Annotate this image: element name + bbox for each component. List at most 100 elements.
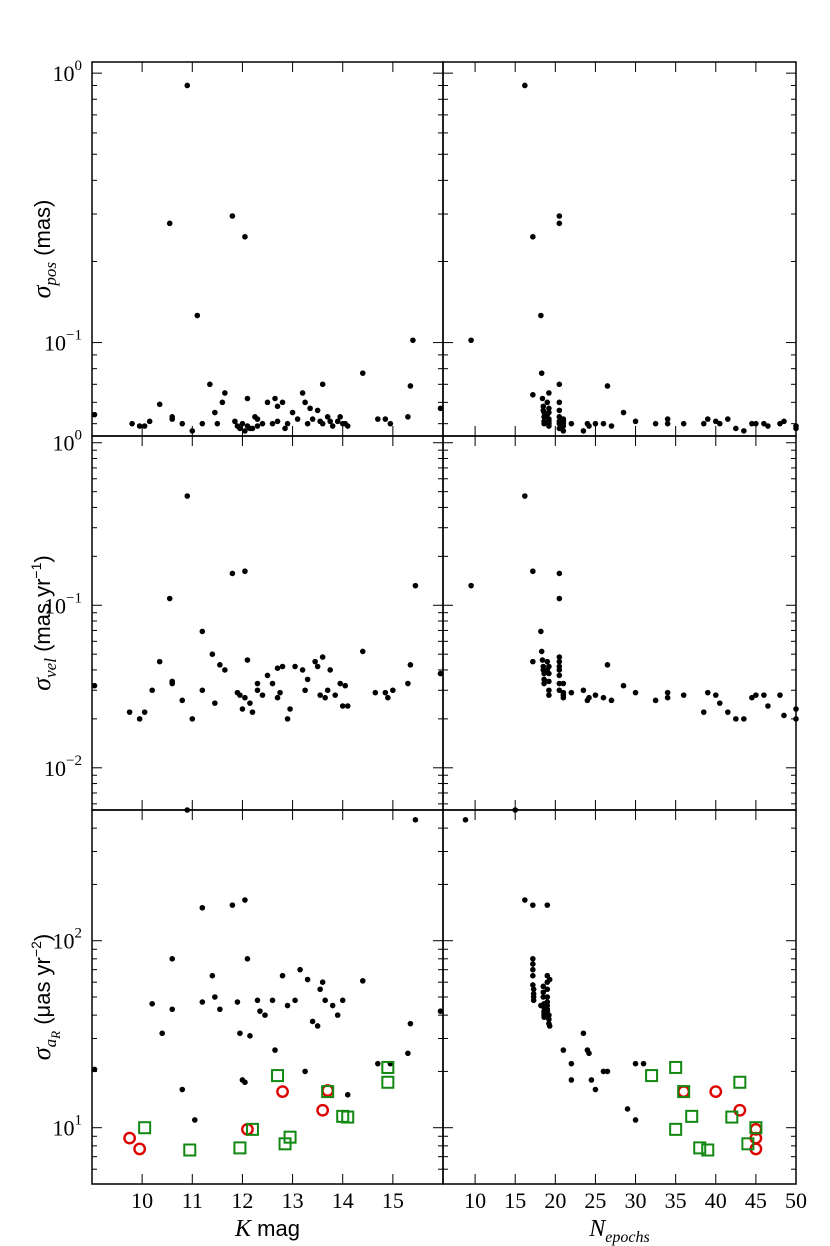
data-point [199,628,206,635]
data-point [284,1002,291,1009]
panel-pos_vs_kmag: 100 10−1 σpos (mas) [27,58,444,437]
data-point-circle [733,1103,747,1117]
data-point [334,1012,341,1018]
data-point-square [283,1130,297,1144]
data-point [136,716,143,722]
series-open-circle [677,1085,763,1156]
data-point [199,420,206,427]
data-point [382,416,389,422]
data-point [700,709,707,715]
data-point [344,423,351,429]
x-tick-label: 15 [504,1188,526,1213]
data-point [277,689,283,696]
x-tick-label: 25 [584,1188,606,1213]
data-point [407,1020,414,1027]
data-point [556,381,563,388]
data-point [247,1033,253,1039]
data-point [556,213,563,219]
panel-vel_vs_kmag: 100 10−1 10−2 σvel (mas yr−1) [27,428,444,811]
data-point [239,420,246,427]
data-point [169,1006,176,1013]
y-axis-label: σvel (mas yr−1) [27,555,60,690]
data-point [309,1018,316,1025]
data-point [274,665,281,672]
data-point [189,428,196,434]
data-point [232,418,238,425]
data-point [733,716,739,722]
data-point [279,972,286,979]
data-point [600,420,607,427]
data-point [546,1016,552,1023]
data-point-square [725,1110,739,1124]
data-point [580,687,587,694]
data-point [741,716,747,722]
data-point [319,654,326,660]
data-point [716,700,723,706]
series-open-square [645,1060,763,1157]
data-point [372,689,379,696]
data-point [640,1060,647,1067]
data-point [793,425,799,432]
data-point [272,1047,278,1053]
data-point [530,956,536,962]
data-point [217,662,223,668]
data-point [538,312,544,319]
data-point [222,667,228,673]
data-point-square [693,1141,707,1155]
x-tick-label: 45 [745,1188,767,1213]
data-point [314,663,321,670]
data-point [556,399,563,406]
data-point [749,694,755,701]
data-point [556,220,563,227]
data-point [704,689,711,696]
data-point [264,672,271,679]
data-point [624,1106,631,1112]
data-point [199,687,206,694]
data-point [540,994,547,1000]
data-point-circle [709,1085,723,1098]
data-point [269,997,276,1004]
data-point-square [669,1060,683,1074]
data-point [229,902,236,908]
data-point [239,706,246,712]
data-point-square [677,1085,691,1099]
axes-frame [442,809,797,1185]
data-point [664,689,671,696]
data-point [387,420,394,427]
data-point [334,418,341,425]
y-tick-label: 10−1 [44,590,82,618]
data-point [541,670,547,677]
data-point [91,682,98,689]
data-point-square [233,1141,247,1155]
data-point [632,689,639,696]
data-point [604,1068,611,1075]
data-point [530,972,536,979]
data-point [299,390,306,396]
panel-acc_vs_kmag: 102 101 10 11 12 13 14 15 σaR (μas yr−2) K mag [27,807,444,1242]
data-point-square [381,1060,395,1074]
data-point [556,658,563,665]
data-point [560,1047,567,1053]
data-point [704,416,711,422]
data-point [664,694,671,701]
data-point-square [341,1110,355,1124]
data-point [512,807,519,813]
data-point [189,716,196,722]
data-point [146,418,153,425]
data-point [244,395,251,402]
data-point [317,692,323,698]
y-tick-label: 100 [53,428,83,456]
data-point [568,1060,575,1067]
data-point [556,654,563,660]
data-point [652,420,659,427]
data-point [302,399,308,406]
data-point-square [669,1122,683,1136]
data-point [530,902,536,908]
data-point [179,420,186,427]
data-point [382,689,389,696]
data-point [539,395,546,402]
data-point [229,570,236,577]
data-point [294,416,301,422]
y-tick-label: 101 [53,1113,83,1141]
data-point [580,428,587,434]
